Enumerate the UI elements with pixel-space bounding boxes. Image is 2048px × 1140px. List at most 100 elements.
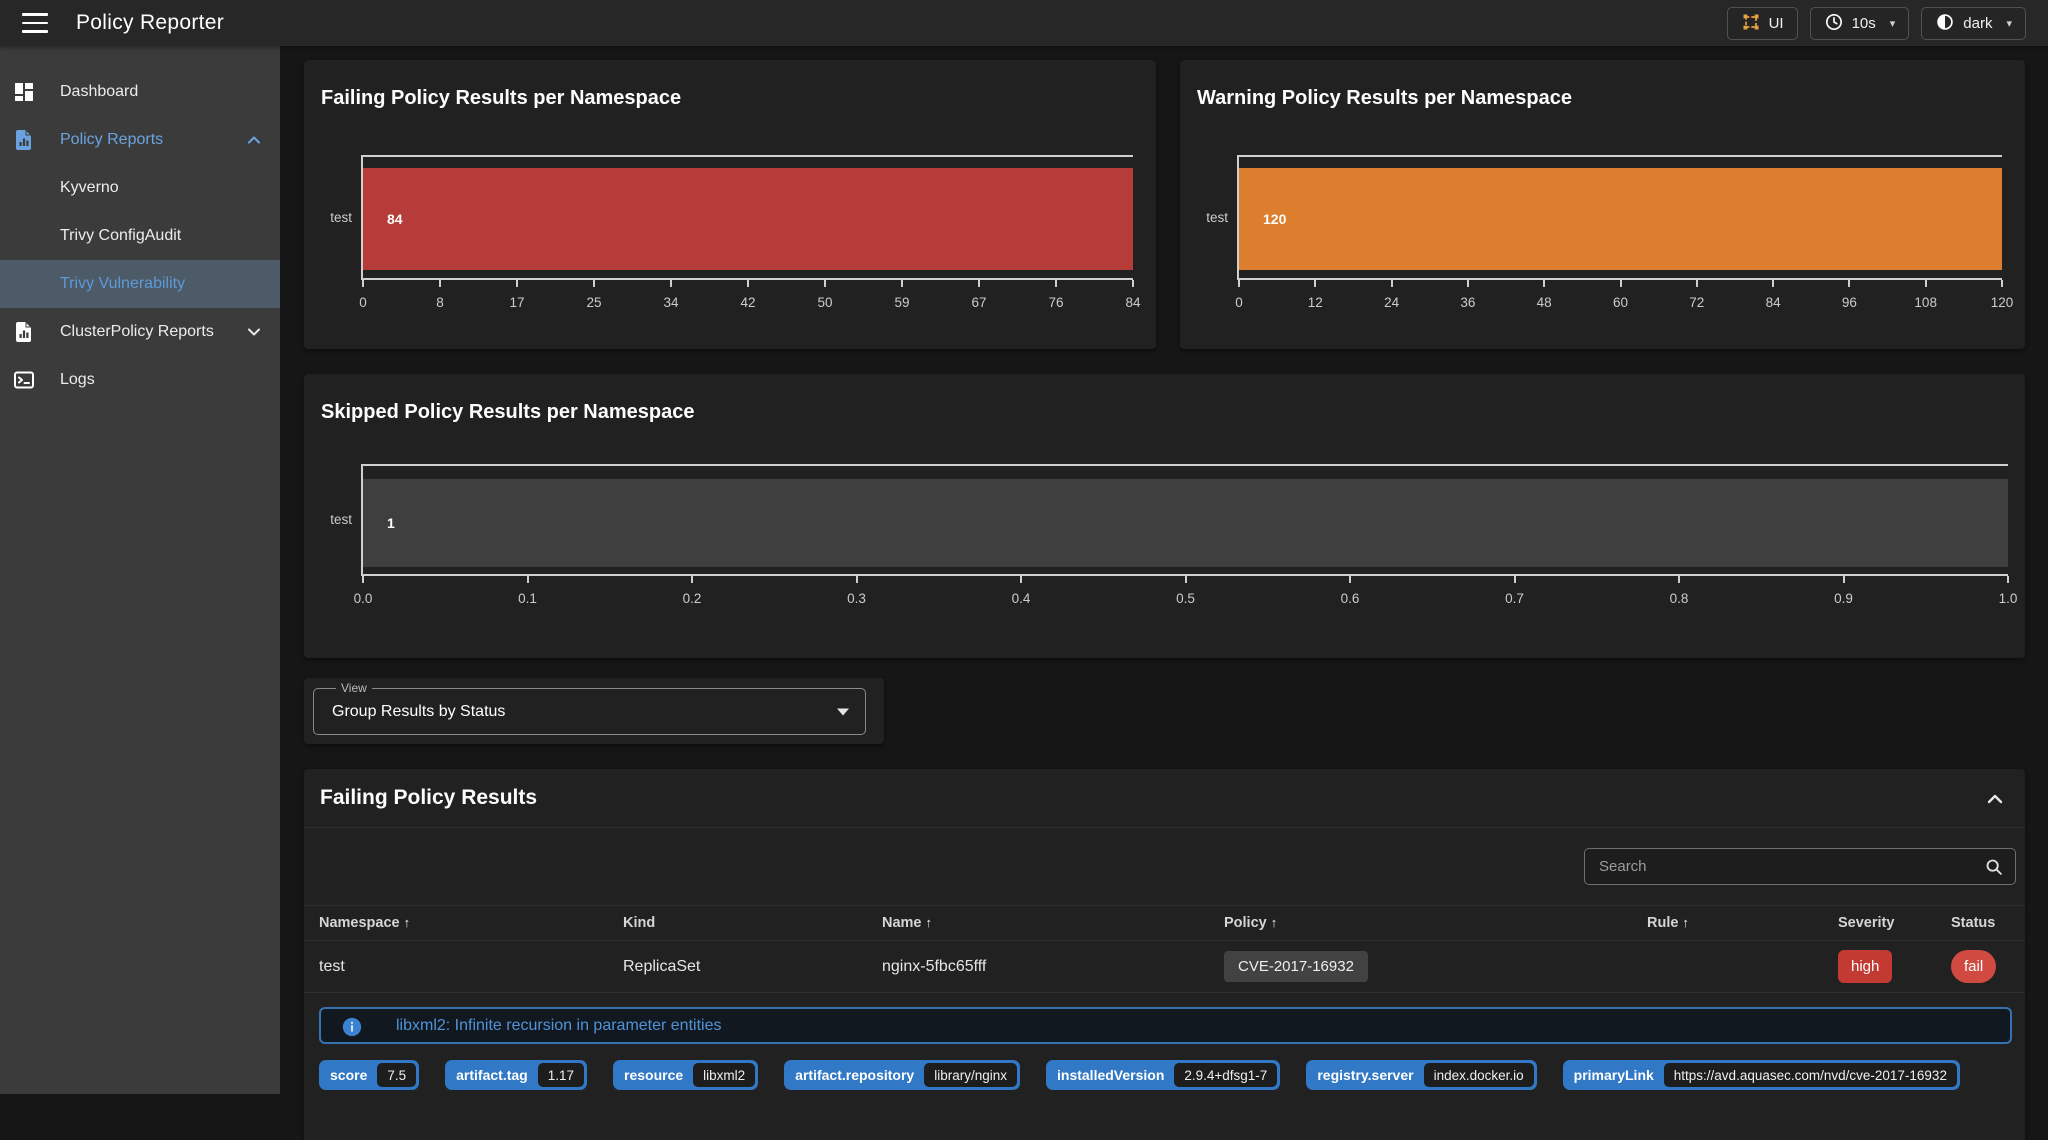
axis-tick-label: 0.2: [682, 591, 702, 606]
axis-tick: [362, 576, 364, 583]
sidebar-nav: Dashboard Policy Reports Kyverno Trivy Conf…: [0, 46, 280, 1094]
menu-icon[interactable]: [22, 13, 48, 33]
axis-tick: [2007, 576, 2009, 583]
collapse-chevron-up-icon[interactable]: [1983, 787, 2007, 811]
policy-chip: CVE-2017-16932: [1224, 951, 1368, 982]
sidebar-item-policy-reports[interactable]: Policy Reports: [0, 116, 280, 164]
axis-tick: [670, 280, 672, 287]
theme-value: dark: [1963, 15, 1993, 32]
category-label: test: [330, 512, 352, 527]
view-select[interactable]: View Group Results by Status: [313, 681, 866, 735]
bar-value-label: 120: [1263, 211, 1287, 227]
sidebar-item-dashboard[interactable]: Dashboard: [0, 68, 280, 116]
theme-icon: [1935, 12, 1955, 36]
axis-tick-label: 67: [971, 295, 987, 310]
axis-tick: [855, 576, 858, 583]
axis-tick-label: 0.5: [1176, 591, 1195, 606]
axis-tick: [1678, 576, 1680, 583]
axis-tick-label: 0.4: [1011, 591, 1031, 606]
sidebar-item-label: Logs: [60, 371, 95, 388]
column-header-name[interactable]: Name ↑: [882, 915, 932, 931]
axis-tick-label: 108: [1914, 295, 1937, 310]
skipped-chart-card: Skipped Policy Results per Namespace 1 0.0…: [304, 374, 2025, 658]
sidebar-item-logs[interactable]: Logs: [0, 356, 280, 404]
sidebar-item-trivy-vulnerability[interactable]: Trivy Vulnerability: [0, 260, 280, 308]
axis-tick: [1924, 280, 1927, 287]
file-chart-icon: [12, 128, 36, 152]
table-row[interactable]: test ReplicaSet nginx-5fbc65fff CVE-2017-16…: [304, 941, 2025, 993]
axis-tick: [1314, 280, 1317, 287]
axis-tick: [824, 280, 826, 287]
property-chip-artifact-repository: artifact.repository library/nginx: [784, 1060, 1020, 1090]
sidebar-item-label: ClusterPolicy Reports: [60, 323, 214, 340]
ui-button[interactable]: UI: [1726, 7, 1798, 40]
sidebar-item-clusterpolicy-reports[interactable]: ClusterPolicy Reports: [0, 308, 280, 356]
bar-chart-plot: 1 0.0 0.1 0.2 0.3 0.4 0.5 0.6 0.7 0.8 0.9 1.0: [354, 464, 2017, 606]
column-header-rule[interactable]: Rule ↑: [1647, 915, 1689, 931]
axis-tick: [1695, 280, 1698, 287]
axis-tick: [1619, 280, 1622, 287]
axis-tick: [1132, 280, 1134, 287]
info-icon: [341, 1016, 363, 1038]
axis-tick: [1390, 280, 1393, 287]
chevron-up-icon: [244, 130, 264, 150]
category-label: test: [1206, 209, 1228, 225]
bar-value-label: 84: [387, 211, 403, 227]
search-input[interactable]: [1599, 849, 1979, 884]
axis-tick-label: 72: [1689, 295, 1705, 310]
view-select-label: View: [336, 681, 372, 695]
chevron-down-icon: ▾: [2006, 18, 2012, 30]
bar-value-label: 1: [387, 515, 395, 531]
file-chart-icon: [12, 320, 36, 344]
sidebar-item-kyverno[interactable]: Kyverno: [0, 164, 280, 212]
axis-tick: [362, 280, 364, 287]
axis-tick: [526, 576, 529, 583]
section-title: Failing Policy Results: [320, 786, 538, 809]
column-header-policy[interactable]: Policy ↑: [1224, 915, 1278, 931]
axis-tick-label: 34: [663, 295, 679, 310]
view-select-card: View Group Results by Status: [304, 678, 884, 744]
axis-tick-label: 0: [1235, 295, 1243, 310]
status-badge: fail: [1951, 950, 1997, 983]
axis-tick-label: 17: [509, 295, 525, 310]
axis-tick: [1543, 280, 1546, 287]
axis-tick: [439, 280, 441, 287]
chart-title: Skipped Policy Results per Namespace: [321, 401, 695, 423]
chart-title: Failing Policy Results per Namespace: [321, 87, 682, 109]
sidebar-item-trivy-configaudit[interactable]: Trivy ConfigAudit: [0, 212, 280, 260]
axis-tick-label: 59: [894, 295, 910, 310]
result-message-alert: libxml2: Infinite recursion in parameter…: [319, 1007, 2012, 1044]
axis-tick: [1772, 280, 1775, 287]
axis-tick-label: 1.0: [1998, 591, 2018, 606]
column-header-severity[interactable]: Severity: [1838, 915, 1895, 931]
property-chip-artifact-tag: artifact.tag 1.17: [445, 1060, 587, 1090]
axis-tick-label: 0.7: [1505, 591, 1524, 606]
theme-button[interactable]: dark ▾: [1921, 7, 2026, 40]
axis-tick: [516, 280, 518, 287]
section-header: Failing Policy Results: [304, 769, 2025, 828]
axis-tick: [593, 280, 595, 287]
axis-tick-label: 50: [817, 295, 833, 310]
dropdown-caret-icon: [837, 708, 849, 715]
axis-tick-label: 96: [1841, 295, 1857, 310]
column-header-kind[interactable]: Kind: [623, 915, 656, 931]
column-header-status[interactable]: Status: [1951, 915, 1996, 931]
axis-tick-label: 48: [1536, 295, 1552, 310]
axis-tick-label: 60: [1612, 295, 1629, 310]
column-header-namespace[interactable]: Namespace ↑: [319, 915, 411, 931]
frame-icon: [1741, 12, 1761, 36]
refresh-interval-button[interactable]: 10s ▾: [1809, 7, 1910, 40]
axis-tick: [978, 280, 980, 287]
bar: 1: [363, 479, 2008, 567]
cell-name: nginx-5fbc65fff: [882, 957, 987, 975]
bar-chart-plot: 120 0 12 24 36 48 60 72 84 96 108 120: [1235, 155, 2013, 310]
axis-tick-label: 25: [586, 295, 602, 310]
sort-asc-icon: ↑: [403, 915, 411, 930]
property-chip-score: score 7.5: [319, 1060, 420, 1090]
view-select-value: Group Results by Status: [332, 702, 506, 720]
axis-tick-label: 8: [436, 295, 444, 310]
axis-tick: [1020, 576, 1022, 583]
warning-chart-card: Warning Policy Results per Namespace 120 0…: [1180, 60, 2025, 349]
axis-tick-label: 120: [1990, 295, 2014, 310]
axis-tick: [1466, 280, 1469, 287]
